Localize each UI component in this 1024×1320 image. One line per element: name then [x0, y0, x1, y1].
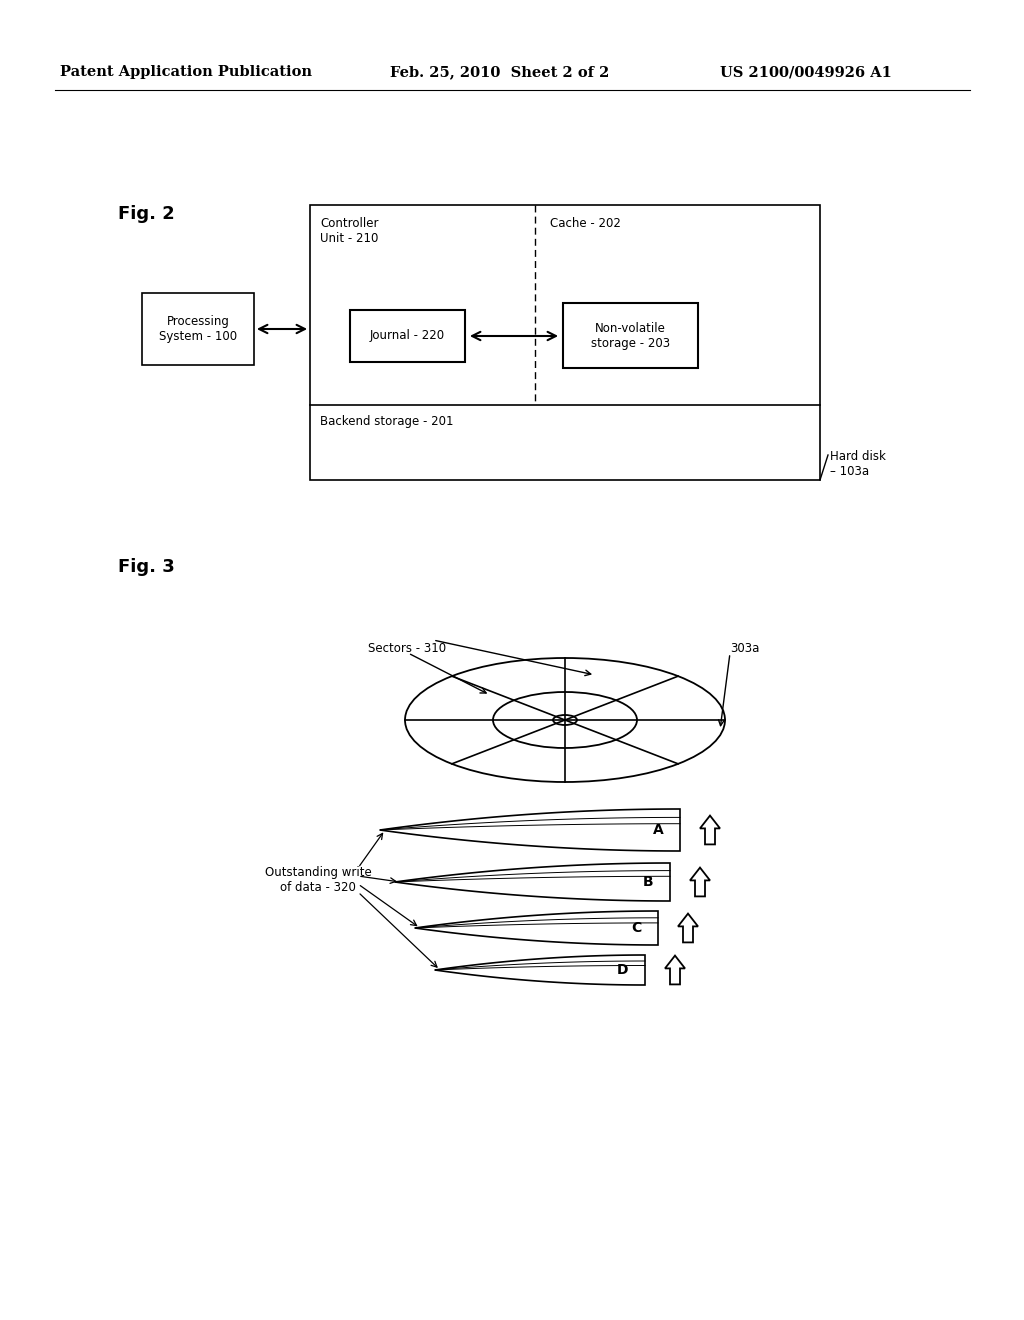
Polygon shape [700, 816, 720, 845]
Text: A: A [652, 822, 664, 837]
Polygon shape [395, 863, 670, 902]
Text: B: B [643, 875, 653, 888]
Text: Sectors - 310: Sectors - 310 [368, 642, 446, 655]
Text: C: C [631, 921, 641, 935]
Text: Patent Application Publication: Patent Application Publication [60, 65, 312, 79]
Text: D: D [617, 964, 629, 977]
Text: Non-volatile
storage - 203: Non-volatile storage - 203 [591, 322, 670, 350]
Text: Feb. 25, 2010  Sheet 2 of 2: Feb. 25, 2010 Sheet 2 of 2 [390, 65, 609, 79]
Text: 303a: 303a [730, 642, 760, 655]
Polygon shape [665, 956, 685, 985]
Polygon shape [380, 809, 680, 851]
Ellipse shape [553, 715, 577, 725]
Polygon shape [690, 867, 710, 896]
Text: Backend storage - 201: Backend storage - 201 [319, 414, 454, 428]
Bar [563, 304, 698, 368]
Text: Journal - 220: Journal - 220 [370, 330, 445, 342]
Polygon shape [678, 913, 698, 942]
Text: Hard disk
– 103a: Hard disk – 103a [830, 450, 886, 478]
Text: Cache - 202: Cache - 202 [550, 216, 621, 230]
Text: Fig. 2: Fig. 2 [118, 205, 175, 223]
Polygon shape [415, 911, 658, 945]
Text: Outstanding write
of data - 320: Outstanding write of data - 320 [264, 866, 372, 894]
Text: Fig. 3: Fig. 3 [118, 558, 175, 576]
Text: US 2100/0049926 A1: US 2100/0049926 A1 [720, 65, 892, 79]
Text: Controller
Unit - 210: Controller Unit - 210 [319, 216, 379, 246]
Bar [142, 293, 254, 366]
Text: Processing
System - 100: Processing System - 100 [159, 315, 238, 343]
Bar [350, 310, 465, 362]
Polygon shape [435, 954, 645, 985]
Bar [310, 205, 820, 480]
